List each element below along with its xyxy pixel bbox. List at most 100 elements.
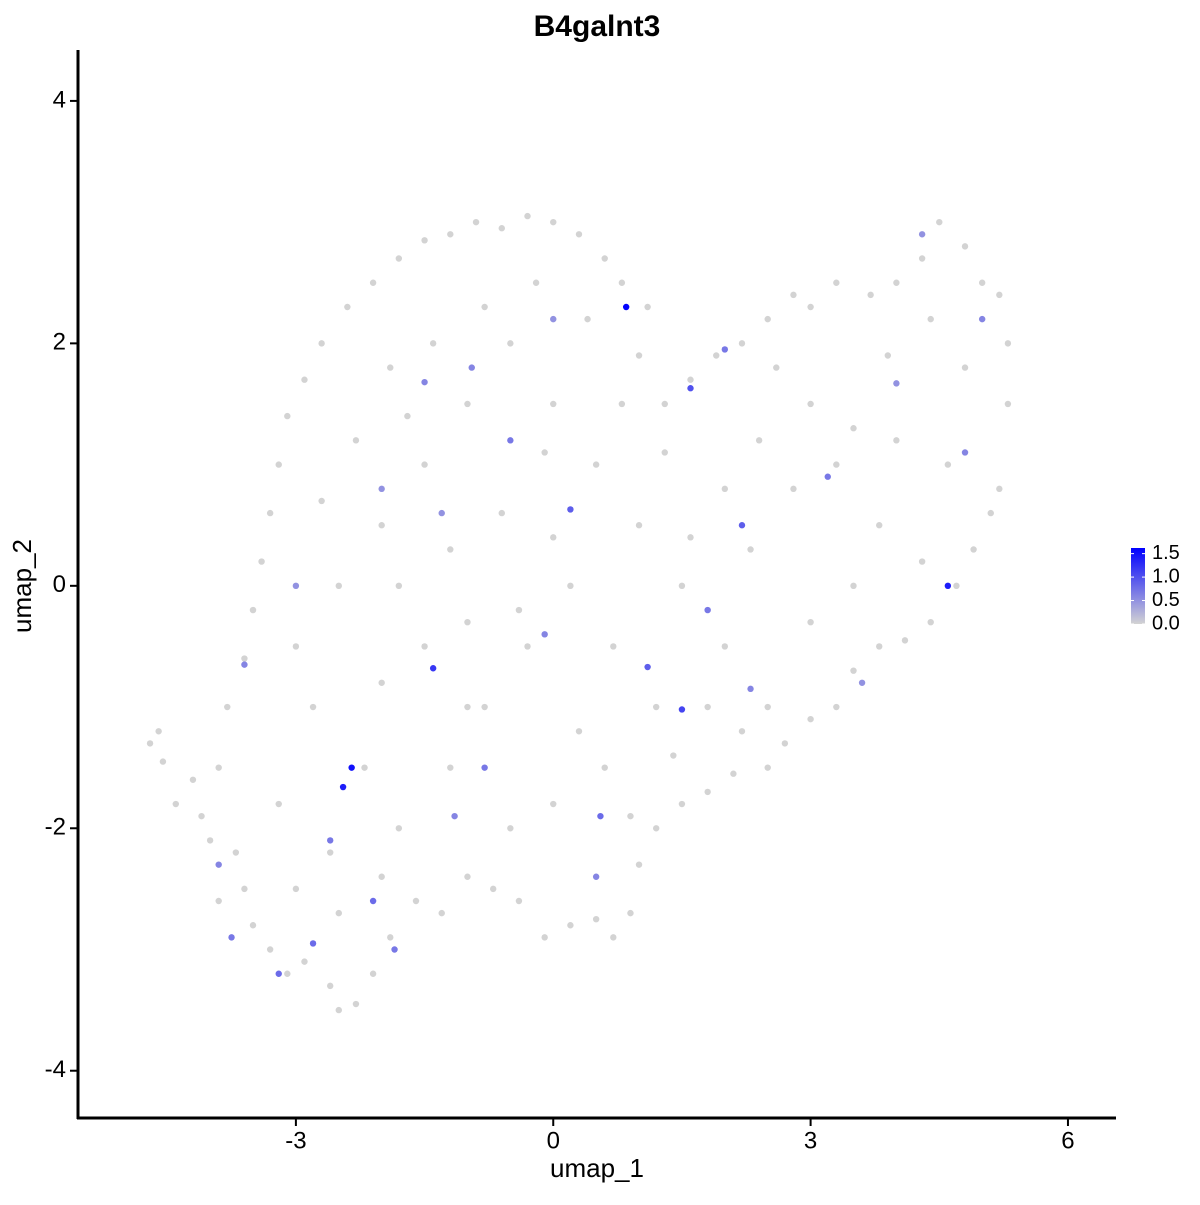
point bbox=[738, 728, 746, 735]
point bbox=[241, 655, 248, 662]
point bbox=[704, 606, 711, 614]
point bbox=[339, 783, 347, 791]
point bbox=[978, 315, 986, 323]
point bbox=[550, 218, 557, 226]
point bbox=[833, 279, 840, 286]
point bbox=[507, 340, 514, 347]
y-tick-label: 0 bbox=[53, 571, 66, 598]
point bbox=[215, 897, 222, 905]
point bbox=[961, 243, 969, 250]
point bbox=[1004, 340, 1012, 347]
point bbox=[318, 340, 325, 347]
point bbox=[404, 412, 411, 420]
point bbox=[395, 255, 403, 262]
point bbox=[644, 303, 651, 311]
point bbox=[755, 437, 763, 444]
point bbox=[807, 715, 814, 723]
point bbox=[249, 606, 257, 614]
colorbar-label: 0.5 bbox=[1152, 589, 1180, 611]
point bbox=[790, 291, 797, 299]
point bbox=[635, 352, 643, 359]
x-axis-title: umap_1 bbox=[550, 1153, 644, 1183]
point bbox=[567, 582, 574, 590]
point bbox=[781, 740, 789, 747]
point bbox=[309, 940, 317, 947]
point bbox=[447, 546, 454, 553]
point bbox=[687, 376, 694, 383]
point bbox=[498, 225, 505, 232]
point bbox=[266, 509, 274, 517]
point bbox=[764, 764, 771, 771]
point bbox=[704, 788, 711, 796]
point bbox=[670, 752, 677, 759]
colorbar-label: 1.0 bbox=[1152, 565, 1180, 587]
point bbox=[241, 661, 248, 668]
point bbox=[369, 970, 377, 977]
point bbox=[876, 643, 883, 650]
point bbox=[610, 934, 617, 941]
point bbox=[481, 303, 488, 311]
point bbox=[730, 770, 737, 777]
point bbox=[146, 740, 154, 747]
point bbox=[344, 303, 351, 311]
point bbox=[378, 679, 385, 686]
point bbox=[395, 582, 403, 590]
point bbox=[327, 837, 334, 844]
point bbox=[275, 800, 282, 808]
point bbox=[335, 582, 342, 590]
point bbox=[622, 303, 630, 311]
point bbox=[541, 631, 548, 638]
point bbox=[747, 546, 754, 553]
point bbox=[721, 485, 729, 493]
point bbox=[369, 897, 377, 905]
point bbox=[464, 873, 471, 880]
point bbox=[592, 915, 600, 923]
point bbox=[807, 303, 814, 311]
point bbox=[944, 461, 952, 468]
point bbox=[515, 606, 523, 614]
point bbox=[412, 897, 420, 905]
point bbox=[738, 522, 746, 529]
colorbar bbox=[1131, 548, 1145, 624]
point bbox=[232, 849, 240, 856]
point bbox=[395, 825, 403, 832]
point bbox=[704, 703, 711, 711]
point bbox=[987, 509, 994, 517]
point bbox=[464, 703, 471, 711]
point bbox=[550, 400, 557, 408]
point bbox=[927, 618, 934, 626]
point bbox=[644, 663, 651, 671]
point bbox=[451, 812, 458, 820]
point bbox=[275, 970, 282, 977]
point bbox=[541, 934, 548, 941]
point bbox=[447, 764, 454, 771]
point bbox=[464, 400, 471, 408]
point bbox=[661, 400, 668, 408]
point bbox=[464, 618, 471, 626]
point bbox=[490, 885, 497, 893]
point bbox=[524, 643, 531, 650]
point bbox=[438, 509, 445, 517]
x-tick-label: 3 bbox=[804, 1127, 817, 1154]
point bbox=[1004, 400, 1012, 408]
point bbox=[901, 637, 909, 644]
point bbox=[773, 364, 780, 371]
point bbox=[567, 506, 574, 513]
point bbox=[348, 764, 355, 771]
point bbox=[524, 212, 531, 220]
point bbox=[155, 728, 162, 735]
point bbox=[687, 534, 694, 541]
point bbox=[893, 437, 900, 444]
point bbox=[601, 764, 608, 771]
point bbox=[764, 315, 771, 323]
point bbox=[387, 364, 394, 371]
point bbox=[481, 703, 488, 711]
point bbox=[635, 861, 643, 868]
point bbox=[472, 218, 480, 226]
point bbox=[678, 800, 686, 808]
point bbox=[635, 522, 643, 529]
point bbox=[292, 885, 300, 893]
point bbox=[747, 685, 754, 693]
point bbox=[224, 703, 231, 711]
